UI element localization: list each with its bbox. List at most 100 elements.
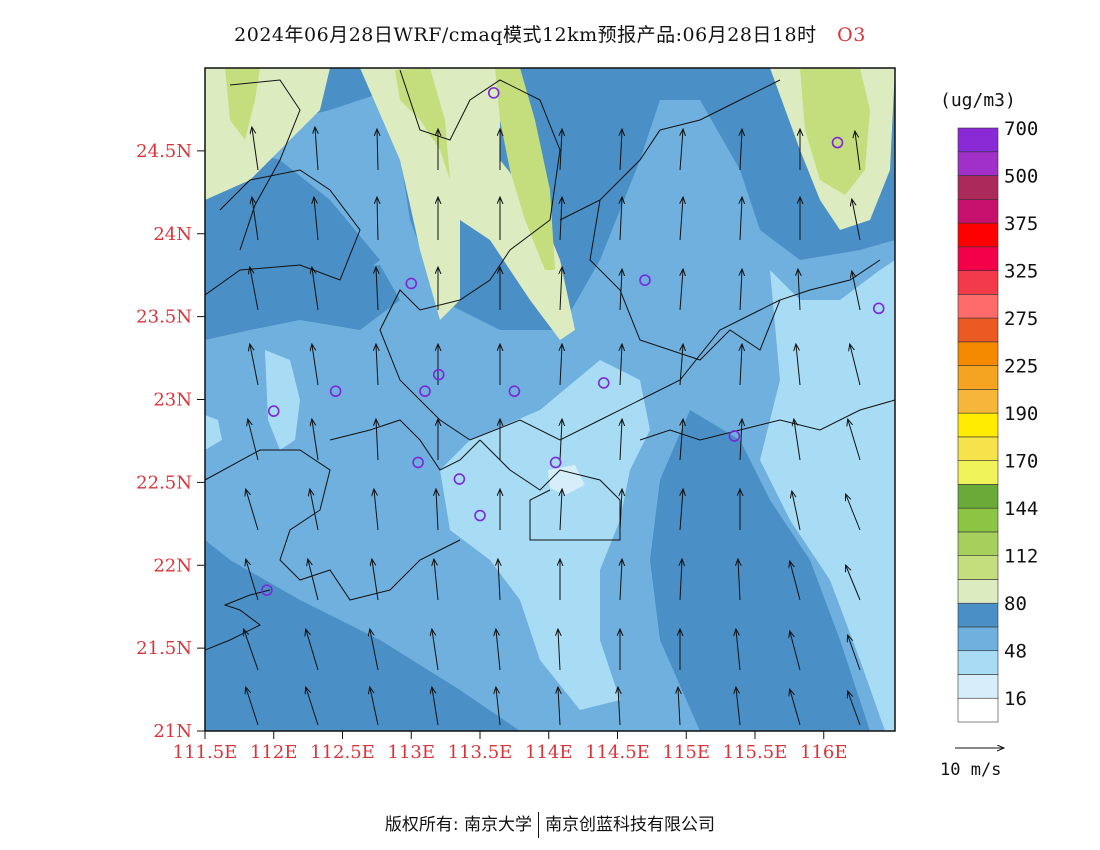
legend-label: 190 [1004,403,1038,425]
legend-swatch [957,198,999,224]
lat-tick-label: 21.5N [136,638,192,659]
lat-tick-label: 21N [153,721,192,742]
legend-swatch [957,531,999,556]
station-marker [639,274,651,286]
vector-scale-label: 10 m/s [940,760,1002,780]
station-marker [728,430,741,442]
legend-label: 170 [1004,451,1038,473]
field-light-east [760,260,895,731]
station-marker [831,136,844,149]
lon-tick-label: 112.5E [310,742,375,763]
legend-label: 16 [1004,688,1027,710]
legend-swatch [957,484,999,509]
station-marker [412,456,424,469]
legend-swatch [957,294,999,319]
lon-tick-label: 115.5E [723,742,788,763]
field-light-central [440,360,650,710]
title-text: 2024年06月28日WRF/cmaq模式12km预报产品:06月28日18时 [234,24,817,46]
lat-tick-label: 23N [153,390,192,411]
station-marker [261,584,273,596]
lon-tick-label: 114E [525,742,573,763]
concentration-field [205,68,895,731]
station-marker [405,277,418,290]
legend-colorbar [957,127,999,723]
lon-tick-label: 114.5E [585,742,650,763]
field-band-dark-west2 [205,200,400,340]
legend-swatch [957,317,999,343]
legend-unit-label: (ug/m3) [940,90,1016,111]
lat-tick-label: 22.5N [136,472,192,493]
legend-label: 700 [1004,118,1038,140]
station-marker [453,473,466,485]
legend-label: 225 [1004,356,1038,378]
station-marker [419,385,431,398]
legend-swatch [957,341,999,366]
legend-swatch [957,246,999,271]
field-light-west [265,350,300,450]
lat-tick-label: 22N [153,555,192,576]
legend-swatch [957,697,999,723]
legend-swatch [957,602,999,628]
field-band-dark-sw [205,540,520,731]
legend-label: 375 [1004,213,1038,235]
legend-swatch [957,175,999,200]
legend-label: 80 [1004,593,1027,615]
station-marker [267,405,280,417]
field-pale-north-mid [360,68,575,340]
field-green-mid2 [495,68,555,270]
lon-tick-label: 113E [388,742,436,763]
legend-swatch [957,626,999,652]
legend-label: 500 [1004,166,1038,188]
lon-tick-label: 115E [663,742,711,763]
lon-tick-label: 111.5E [173,742,238,763]
legend-swatch [957,127,999,153]
station-marker [549,456,562,469]
latitude-axis: 24.5N 24N 23.5N 23N 22.5N 22N 21.5N 21N [136,141,205,742]
footer-copyright: 版权所有: 南京大学 [384,815,533,835]
field-band-dark-east [650,410,870,731]
legend-swatch [957,389,999,414]
footer: 版权所有: 南京大学 南京创蓝科技有限公司 [0,810,1100,838]
station-marker [508,385,521,398]
station-marker [432,368,445,381]
station-markers [261,87,885,596]
lon-tick-label: 112E [250,742,298,763]
lat-tick-label: 24.5N [136,141,192,162]
footer-company: 南京创蓝科技有限公司 [545,815,716,835]
legend-swatch [957,650,999,675]
field-green-ne [800,68,870,195]
station-marker [872,302,885,315]
legend-label: 144 [1004,498,1038,520]
page-title: 2024年06月28日WRF/cmaq模式12km预报产品:06月28日18时 … [0,20,1100,47]
station-marker [474,509,486,522]
station-marker [487,87,500,99]
legend-swatch [957,507,999,533]
legend-label: 325 [1004,261,1038,283]
legend-swatch [957,222,999,248]
station-marker [597,377,610,389]
legend-label: 112 [1004,546,1038,568]
pollutant-label: O3 [837,24,866,46]
longitude-axis: 111.5E 112E 112.5E 113E 113.5E 114E 114.5E 115E… [173,731,848,763]
legend-swatch [957,365,999,390]
admin-boundaries [205,69,895,651]
legend-labels: 16 48 80 112 144 170 190 225 275 325 375 500 700 [1004,118,1038,710]
lon-tick-label: 113.5E [448,742,513,763]
field-light-west2 [205,415,222,450]
lat-tick-label: 23.5N [136,307,192,328]
lat-tick-label: 24N [153,224,192,245]
legend-swatch [957,436,999,461]
legend-label: 275 [1004,308,1038,330]
legend-swatch [957,151,999,176]
station-marker [329,385,342,398]
footer-separator [538,812,540,838]
legend-swatch [957,460,999,485]
legend-swatch [957,555,999,580]
lon-tick-label: 116E [800,742,848,763]
legend-swatch [957,270,999,295]
legend-label: 48 [1004,641,1027,663]
legend-swatch [957,412,999,438]
wind-vectors [244,128,861,726]
field-green-nw [225,68,260,140]
